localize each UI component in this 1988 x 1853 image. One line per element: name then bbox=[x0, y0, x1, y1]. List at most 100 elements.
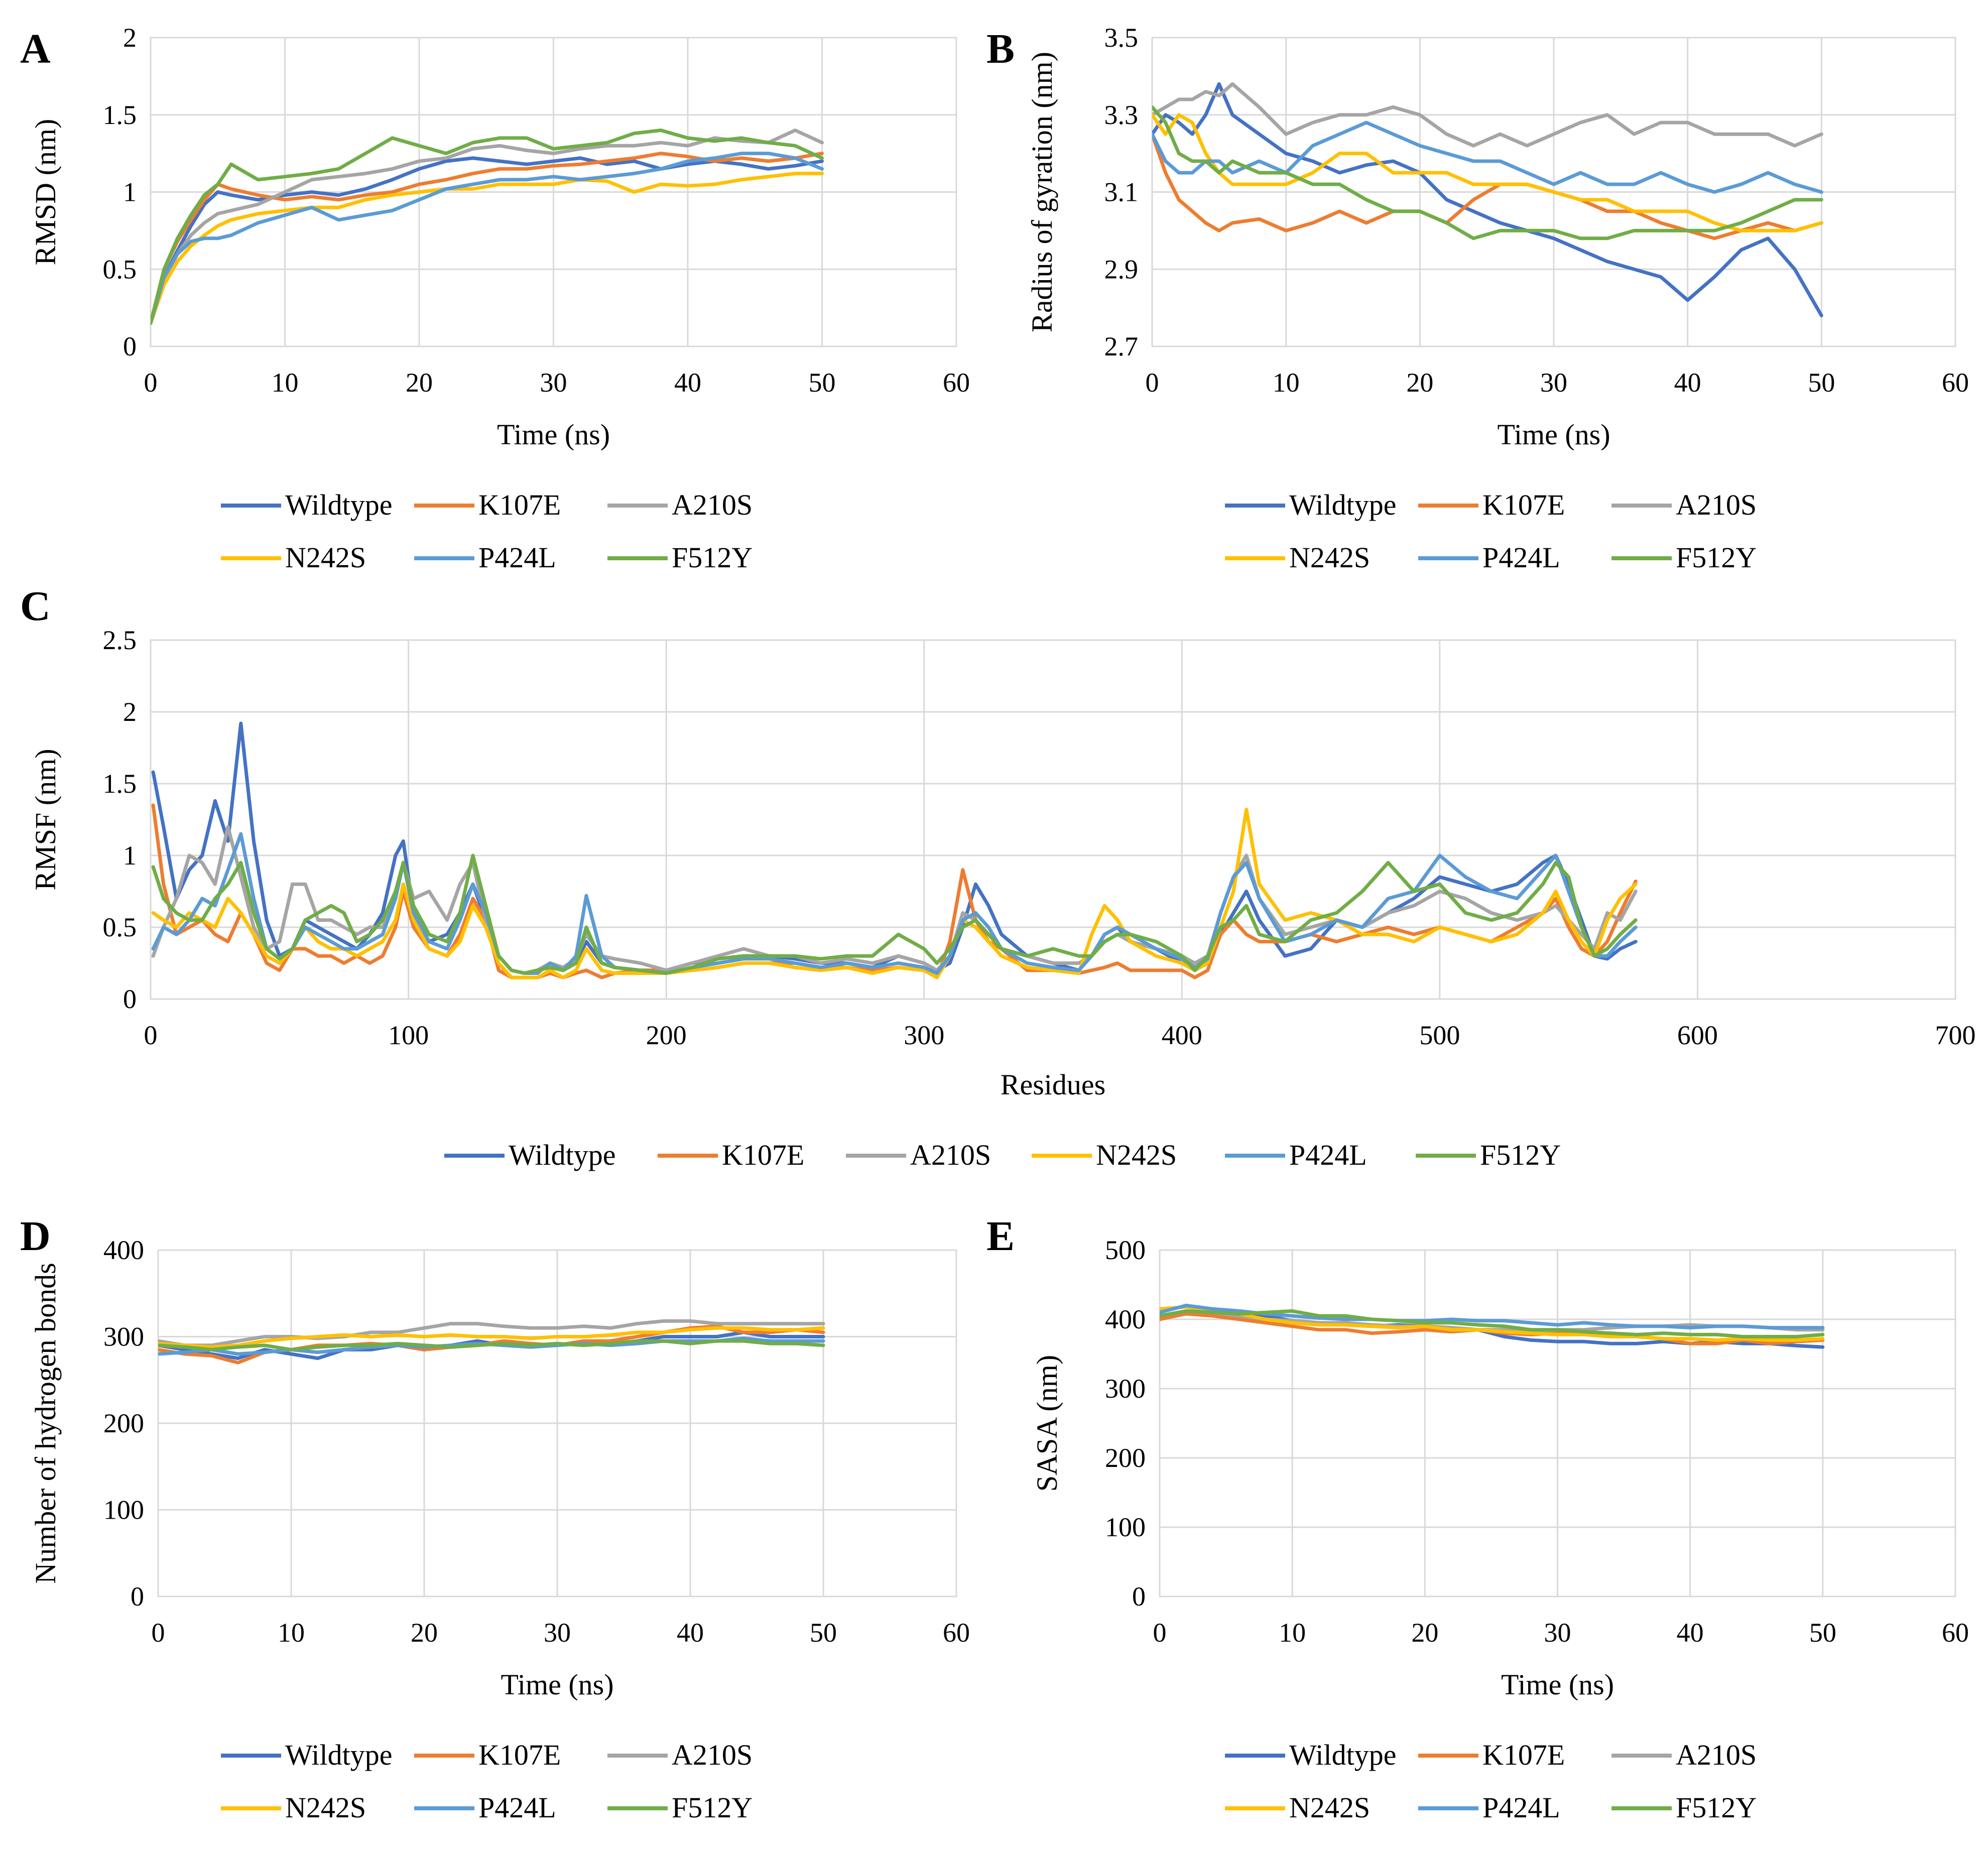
series-line-f512y bbox=[158, 1339, 825, 1351]
y-axis-title: RMSF (nm) bbox=[29, 749, 62, 890]
x-tick-label: 0 bbox=[1146, 367, 1159, 398]
y-tick-label: 0 bbox=[1132, 1581, 1146, 1612]
legend-label-wildtype: Wildtype bbox=[285, 1739, 393, 1771]
series-line-f512y bbox=[151, 129, 824, 325]
legend-label-n242s: N242S bbox=[285, 1791, 366, 1824]
y-tick-label: 400 bbox=[103, 1235, 144, 1265]
y-tick-label: 1 bbox=[123, 177, 137, 207]
x-tick-label: 50 bbox=[809, 367, 836, 398]
y-axis-title: Number of hydrogen bonds bbox=[29, 1263, 62, 1584]
legend-label-a210s: A210S bbox=[1676, 488, 1757, 521]
y-tick-label: 0 bbox=[123, 984, 137, 1014]
x-tick-label: 100 bbox=[388, 1020, 429, 1050]
x-tick-label: 300 bbox=[904, 1020, 944, 1050]
y-tick-label: 200 bbox=[1105, 1443, 1146, 1473]
x-tick-label: 50 bbox=[1809, 1618, 1836, 1648]
legend-label-n242s: N242S bbox=[1289, 541, 1370, 574]
x-axis-title: Residues bbox=[1001, 1068, 1105, 1101]
y-tick-label: 2.7 bbox=[1104, 331, 1139, 361]
x-axis-title: Time (ns) bbox=[1497, 418, 1610, 451]
legend-label-n242s: N242S bbox=[285, 541, 366, 574]
y-axis-title: Radius of gyration (nm) bbox=[1026, 52, 1058, 332]
y-tick-label: 0 bbox=[131, 1581, 144, 1612]
legend: Wildtype K107E A210S N242S P424L F512Y bbox=[1225, 1739, 1757, 1824]
x-tick-label: 50 bbox=[1808, 367, 1835, 398]
x-tick-label: 0 bbox=[144, 1020, 158, 1050]
y-tick-label: 0.5 bbox=[103, 912, 137, 942]
y-tick-label: 400 bbox=[1105, 1304, 1146, 1334]
x-tick-label: 30 bbox=[540, 367, 567, 398]
y-tick-label: 200 bbox=[103, 1408, 144, 1438]
chart-panel-a: 0 10 20 30 40 50 60 0 0.5 1 1.5 2 Time (ns) RMSD (nm)… bbox=[20, 23, 970, 574]
legend-label-f512y: F512Y bbox=[1480, 1139, 1561, 1171]
panel-letter: E bbox=[986, 1213, 1015, 1260]
chart-panel-c: 0 100 200 300 400 500 600 700 0 0.5 1 1.5 2 2.5 Residu… bbox=[20, 583, 1976, 1171]
y-tick-label: 300 bbox=[1105, 1374, 1146, 1404]
series-line-f512y bbox=[1152, 105, 1823, 240]
series-group bbox=[151, 721, 1638, 979]
chart-panel-b: 0 10 20 30 40 50 60 2.7 2.9 3.1 3.3 3.5 Time (ns) Rad… bbox=[986, 23, 1969, 574]
x-tick-label: 40 bbox=[674, 367, 701, 398]
legend-label-n242s: N242S bbox=[1289, 1791, 1370, 1824]
legend-label-p424l: P424L bbox=[1482, 1791, 1560, 1824]
x-tick-label: 20 bbox=[406, 367, 433, 398]
x-tick-label: 30 bbox=[1540, 367, 1567, 398]
series-line-f512y bbox=[1160, 1309, 1825, 1338]
y-tick-label: 100 bbox=[103, 1495, 144, 1525]
x-tick-label: 10 bbox=[272, 367, 299, 398]
x-axis-title: Time (ns) bbox=[1501, 1668, 1614, 1701]
legend-label-n242s: N242S bbox=[1096, 1139, 1177, 1171]
x-tick-label: 10 bbox=[1273, 367, 1300, 398]
x-tick-label: 60 bbox=[1942, 367, 1969, 398]
x-tick-label: 60 bbox=[943, 1618, 970, 1648]
legend-label-k107e: K107E bbox=[478, 488, 561, 521]
x-tick-label: 30 bbox=[1544, 1618, 1571, 1648]
series-line-p424l bbox=[1152, 120, 1823, 194]
legend-label-a210s: A210S bbox=[1676, 1739, 1757, 1771]
series-line-f512y bbox=[151, 853, 1638, 975]
x-axis-title: Time (ns) bbox=[501, 1668, 613, 1701]
x-tick-label: 600 bbox=[1677, 1020, 1718, 1050]
series-line-n242s bbox=[158, 1326, 825, 1349]
y-tick-label: 3.3 bbox=[1104, 100, 1139, 130]
y-tick-label: 500 bbox=[1105, 1235, 1146, 1265]
legend-label-k107e: K107E bbox=[1482, 488, 1565, 521]
legend-label-f512y: F512Y bbox=[1676, 1791, 1757, 1824]
series-line-n242s bbox=[1160, 1305, 1825, 1342]
x-tick-label: 60 bbox=[943, 367, 970, 398]
x-tick-label: 0 bbox=[1153, 1618, 1167, 1648]
x-tick-label: 500 bbox=[1419, 1020, 1460, 1050]
legend-label-p424l: P424L bbox=[1482, 541, 1560, 574]
x-axis-title: Time (ns) bbox=[497, 418, 610, 451]
series-line-p424l bbox=[151, 832, 1638, 975]
series-group bbox=[158, 1319, 825, 1365]
x-tick-label: 20 bbox=[1411, 1618, 1438, 1648]
legend: Wildtype K107E A210S N242S P424L F512Y bbox=[221, 1739, 753, 1824]
chart-panel-d: 0 10 20 30 40 50 60 0 100 200 300 400 Time (ns) Numbe… bbox=[20, 1213, 970, 1824]
y-tick-label: 2 bbox=[123, 697, 137, 727]
x-tick-label: 40 bbox=[1677, 1618, 1704, 1648]
legend: Wildtype K107E A210S N242S P424L F512Y bbox=[221, 488, 753, 574]
x-tick-label: 40 bbox=[1674, 367, 1701, 398]
series-group bbox=[151, 129, 824, 325]
x-tick-label: 10 bbox=[278, 1618, 305, 1648]
panel-letter: A bbox=[20, 26, 51, 72]
series-line-n242s bbox=[151, 808, 1638, 979]
legend-label-wildtype: Wildtype bbox=[509, 1139, 616, 1171]
legend-label-k107e: K107E bbox=[478, 1739, 561, 1771]
series-line-a210s bbox=[1152, 82, 1823, 148]
x-tick-label: 400 bbox=[1162, 1020, 1202, 1050]
legend-label-k107e: K107E bbox=[722, 1139, 804, 1171]
y-tick-label: 0.5 bbox=[103, 254, 137, 284]
x-tick-label: 20 bbox=[411, 1618, 438, 1648]
y-tick-label: 3.1 bbox=[1104, 177, 1139, 207]
x-tick-label: 20 bbox=[1406, 367, 1433, 398]
x-tick-label: 60 bbox=[1942, 1618, 1969, 1648]
legend-label-wildtype: Wildtype bbox=[1289, 1739, 1397, 1771]
x-tick-label: 30 bbox=[544, 1618, 571, 1648]
series-group bbox=[1160, 1303, 1825, 1349]
legend-label-wildtype: Wildtype bbox=[285, 488, 393, 521]
y-tick-label: 300 bbox=[103, 1322, 144, 1352]
legend-label-a210s: A210S bbox=[910, 1139, 991, 1171]
